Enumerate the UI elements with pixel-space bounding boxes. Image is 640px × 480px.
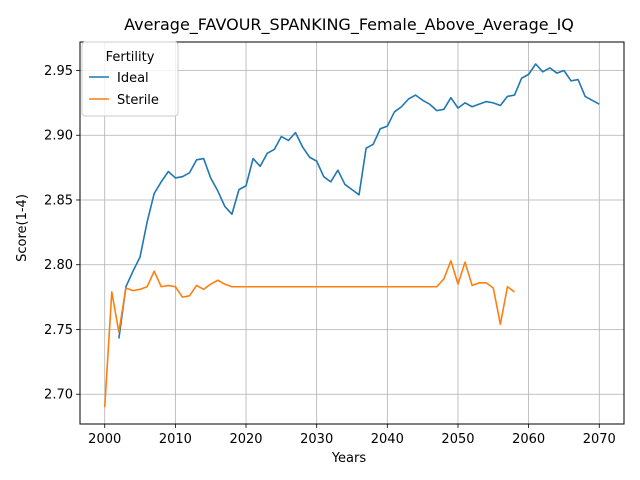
x-axis-label: Years [331,451,367,466]
legend-label-sterile: Sterile [117,93,159,108]
series-line-sterile [103,260,515,408]
x-tick-label: 2050 [441,432,474,447]
tick-layer: 2000 2010 2020 2030 2040 2050 2060 2070 2.70 2.75… [44,64,616,447]
legend: Fertility Ideal Sterile [81,41,179,117]
series-line-ideal [118,63,600,339]
x-tick-label: 2010 [159,432,192,447]
y-tick-label: 2.70 [44,388,73,403]
grid-layer [80,42,624,424]
y-axis-label: Score(1-4) [15,194,30,262]
legend-label-ideal: Ideal [117,71,149,86]
y-tick-label: 2.85 [44,193,73,208]
x-tick-label: 2070 [583,432,616,447]
y-tick-label: 2.80 [44,258,73,273]
legend-title: Fertility [106,50,155,65]
y-tick-label: 2.75 [44,323,73,338]
chart-title: Average_FAVOUR_SPANKING_Female_Above_Ave… [124,15,574,35]
x-tick-label: 2040 [371,432,404,447]
y-tick-label: 2.95 [44,64,73,79]
x-tick-label: 2060 [512,432,545,447]
series-layer [103,63,600,408]
x-tick-label: 2000 [88,432,121,447]
y-tick-label: 2.90 [44,129,73,144]
x-tick-label: 2030 [300,432,333,447]
plot-frame [79,41,625,425]
x-tick-label: 2020 [229,432,262,447]
legend-box [81,41,179,117]
